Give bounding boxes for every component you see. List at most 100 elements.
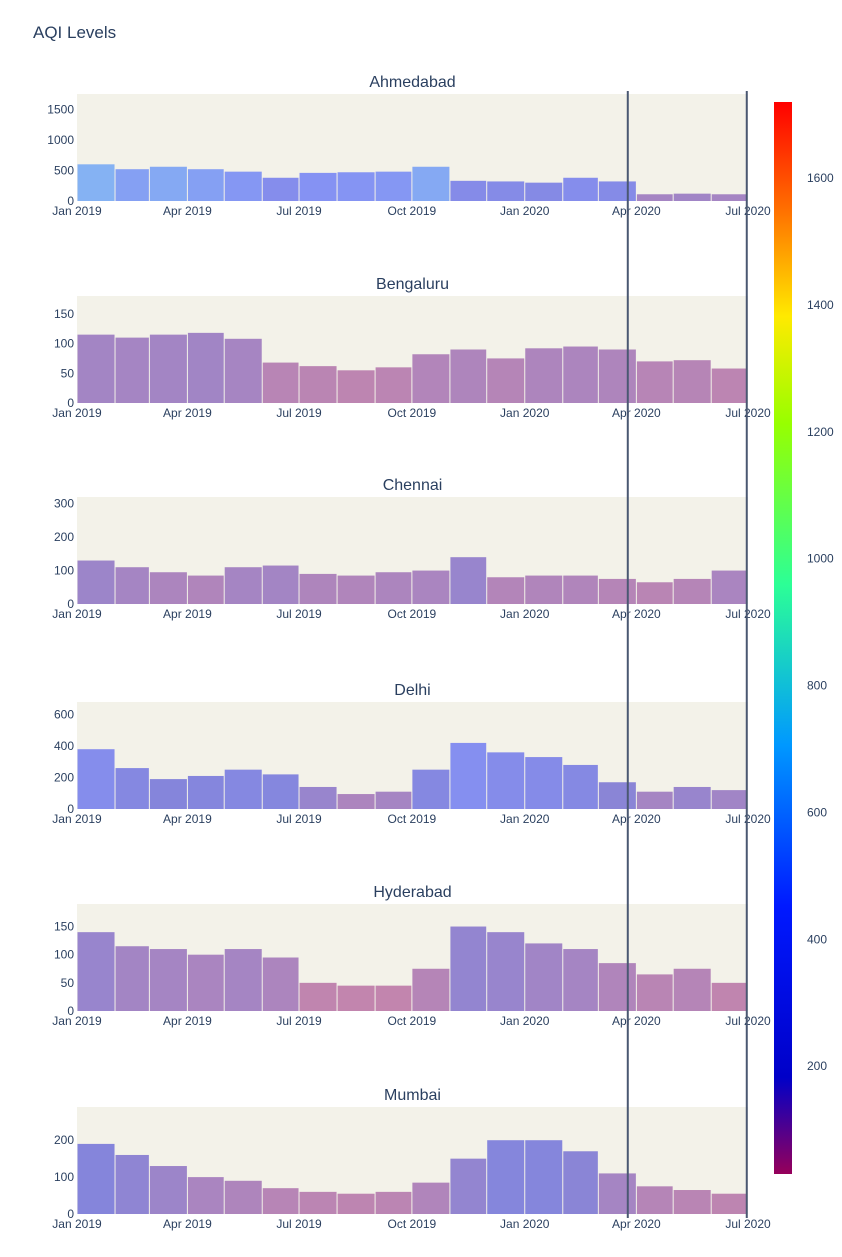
- bar: Bengaluru 2019-06: 68: [262, 362, 299, 403]
- bar: Ahmedabad 2019-03: 560: [149, 166, 187, 201]
- bar: Ahmedabad 2019-08: 470: [337, 172, 375, 201]
- bars: Delhi 2019-01: 380Delhi 2019-02: 260Delh…: [77, 742, 748, 809]
- bar: Ahmedabad 2019-02: 520: [115, 169, 149, 201]
- x-tick-label: Apr 2019: [163, 204, 212, 218]
- bar: Mumbai 2019-07: 60: [299, 1191, 337, 1214]
- x-tick-label: Jul 2019: [276, 406, 322, 420]
- x-tick-label: Oct 2019: [388, 406, 437, 420]
- x-tick-label: Apr 2020: [612, 1014, 661, 1028]
- colorbar-tick-label: 1200: [807, 425, 834, 439]
- y-tick-label: 200: [54, 1133, 74, 1147]
- bar: Ahmedabad 2020-01: 300: [525, 182, 563, 201]
- x-tick-label: Jul 2020: [725, 812, 771, 826]
- bar: Chennai 2019-11: 140: [450, 557, 487, 604]
- y-tick-label: 150: [54, 307, 74, 321]
- bar: Bengaluru 2020-06: 58: [711, 368, 748, 403]
- bar: Chennai 2019-12: 80: [487, 577, 525, 604]
- bar: Mumbai 2019-09: 60: [375, 1191, 412, 1214]
- x-tick-label: Jan 2019: [52, 607, 102, 621]
- bar: Ahmedabad 2019-05: 480: [224, 171, 262, 201]
- y-tick-label: 300: [54, 497, 74, 511]
- colorbar-tick-label: 1600: [807, 171, 834, 185]
- x-tick-label: Jan 2020: [500, 1014, 550, 1028]
- subplot-title: Bengaluru: [376, 276, 449, 293]
- bar: Delhi 2019-10: 250: [412, 769, 450, 809]
- bar: Delhi 2019-03: 190: [149, 779, 187, 809]
- x-tick-label: Jul 2019: [276, 607, 322, 621]
- x-tick-label: Jul 2019: [276, 812, 322, 826]
- bar: Mumbai 2019-06: 70: [262, 1188, 299, 1214]
- bar: Delhi 2020-05: 140: [673, 786, 711, 809]
- colorbar-gradient: [774, 102, 792, 1174]
- bar: Bengaluru 2019-02: 110: [115, 337, 149, 403]
- bar: Ahmedabad 2020-02: 380: [563, 177, 598, 201]
- bar: Bengaluru 2020-02: 95: [563, 346, 598, 403]
- bar: Hyderabad 2019-04: 100: [187, 954, 224, 1011]
- colorbar-tick-label: 600: [807, 805, 827, 819]
- bars: Hyderabad 2019-01: 140Hyderabad 2019-02:…: [77, 926, 748, 1011]
- bar: Hyderabad 2019-01: 140: [77, 932, 115, 1011]
- bar: Bengaluru 2020-03: 90: [598, 349, 636, 403]
- bar: Mumbai 2019-11: 150: [450, 1158, 487, 1214]
- y-tick-label: 500: [54, 163, 74, 177]
- x-tick-label: Jan 2020: [500, 406, 550, 420]
- x-tick-label: Oct 2019: [388, 1217, 437, 1231]
- bars: Ahmedabad 2019-01: 600Ahmedabad 2019-02:…: [77, 164, 748, 201]
- bar: Mumbai 2020-03: 110: [598, 1173, 636, 1214]
- bar: Chennai 2019-04: 85: [187, 575, 224, 604]
- bar: Delhi 2020-04: 110: [636, 791, 673, 809]
- plot-area: [77, 296, 748, 403]
- x-tick-label: Apr 2020: [612, 204, 661, 218]
- bar: Hyderabad 2019-08: 45: [337, 985, 375, 1011]
- bar: Hyderabad 2019-07: 50: [299, 982, 337, 1011]
- y-tick-label: 100: [54, 564, 74, 578]
- bar: Hyderabad 2019-03: 110: [149, 949, 187, 1011]
- y-tick-label: 0: [67, 396, 74, 410]
- x-tick-label: Jul 2019: [276, 1217, 322, 1231]
- bar: Chennai 2019-02: 110: [115, 567, 149, 604]
- y-tick-label: 0: [67, 802, 74, 816]
- subplot-title: Delhi: [394, 682, 430, 699]
- bar: Delhi 2020-01: 330: [525, 757, 563, 809]
- y-tick-label: 100: [54, 1170, 74, 1184]
- bar: Mumbai 2019-01: 190: [77, 1143, 115, 1214]
- bar: Mumbai 2020-01: 200: [525, 1140, 563, 1214]
- x-tick-label: Oct 2019: [388, 204, 437, 218]
- bar: Ahmedabad 2019-09: 480: [375, 171, 412, 201]
- y-tick-label: 1500: [47, 102, 74, 116]
- bar: Mumbai 2019-04: 100: [187, 1177, 224, 1214]
- x-tick-label: Jan 2020: [500, 1217, 550, 1231]
- lockdown-lines: [626, 91, 748, 1218]
- x-tick-label: Apr 2020: [612, 812, 661, 826]
- bar: Ahmedabad 2019-07: 460: [299, 172, 337, 201]
- subplot-mumbai: Mumbai0100200Mumbai 2019-01: 190Mumbai 2…: [52, 1087, 771, 1231]
- y-tick-label: 400: [54, 739, 74, 753]
- plot-area: [77, 94, 748, 201]
- x-tick-label: Apr 2019: [163, 1217, 212, 1231]
- x-tick-label: Jul 2019: [276, 204, 322, 218]
- bar: Bengaluru 2020-05: 72: [673, 360, 711, 403]
- bar: Bengaluru 2019-07: 62: [299, 366, 337, 403]
- colorbar-ticks: 200 400 600 800 1000 1200 1400 1600: [807, 171, 834, 1073]
- y-tick-label: 50: [61, 366, 75, 380]
- subplot-ahmedabad: Ahmedabad 0 500 1000 1500 Ahmedabad 2019-01: …: [47, 74, 771, 218]
- y-tick-label: 600: [54, 708, 74, 722]
- colorbar: 200 400 600 800 1000 1200 1400 1600: [774, 102, 834, 1174]
- x-tick-label: Jan 2020: [500, 204, 550, 218]
- bar: Delhi 2019-12: 360: [487, 752, 525, 809]
- bar: Mumbai 2020-04: 75: [636, 1186, 673, 1214]
- bar: Bengaluru 2020-01: 92: [525, 348, 563, 403]
- bar: Hyderabad 2019-11: 150: [450, 926, 487, 1011]
- bar: Ahmedabad 2020-03: 320: [598, 181, 636, 201]
- bar: Ahmedabad 2019-10: 560: [412, 166, 450, 201]
- x-tick-label: Jul 2020: [725, 204, 771, 218]
- bar: Bengaluru 2019-08: 55: [337, 370, 375, 403]
- bar: Mumbai 2019-10: 85: [412, 1182, 450, 1214]
- bar: Delhi 2019-04: 210: [187, 775, 224, 809]
- bar: Mumbai 2019-03: 130: [149, 1166, 187, 1214]
- bar: Chennai 2019-10: 100: [412, 570, 450, 604]
- bar: Hyderabad 2020-04: 65: [636, 974, 673, 1011]
- x-tick-label: Apr 2020: [612, 406, 661, 420]
- bar: Delhi 2019-11: 420: [450, 742, 487, 809]
- bar: Mumbai 2019-05: 90: [224, 1180, 262, 1214]
